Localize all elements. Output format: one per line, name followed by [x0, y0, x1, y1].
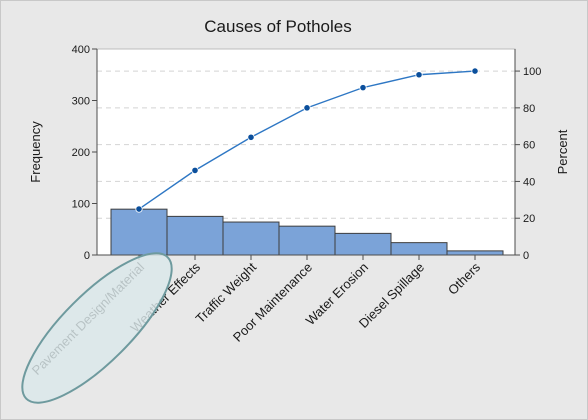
- chart-title: Causes of Potholes: [204, 17, 351, 36]
- right-tick-label: 40: [523, 176, 535, 188]
- cumulative-point-4: [359, 84, 367, 92]
- right-tick-label: 100: [523, 66, 541, 78]
- right-tick-label: 0: [523, 250, 529, 262]
- left-tick-label: 100: [72, 199, 90, 211]
- y-axis-title: Frequency: [28, 121, 43, 183]
- cumulative-point-1: [191, 166, 199, 174]
- cumulative-point-0: [135, 205, 143, 213]
- bar-0: [110, 208, 168, 256]
- left-tick-label: 0: [84, 250, 90, 262]
- bars: [110, 208, 504, 256]
- cumulative-line: [135, 67, 479, 213]
- bar-5: [390, 242, 448, 256]
- bar-6: [446, 250, 504, 256]
- bar-2: [222, 221, 280, 256]
- bar-3: [278, 225, 336, 256]
- category-label: Others: [445, 259, 484, 298]
- bar-1: [166, 215, 224, 256]
- y2-axis-title: Percent: [555, 129, 570, 174]
- left-tick-label: 200: [72, 147, 90, 159]
- cumulative-point-6: [471, 67, 479, 75]
- percent-axis: 0 20 40 60 80 100: [514, 49, 541, 262]
- cumulative-point-2: [247, 133, 255, 141]
- cumulative-point-5: [415, 71, 423, 79]
- cumulative-point-3: [303, 104, 311, 112]
- highlight-ellipse: [21, 252, 173, 404]
- right-tick-label: 20: [523, 213, 535, 225]
- frequency-axis: 0 100 200 300 400: [72, 44, 98, 262]
- right-tick-label: 60: [523, 140, 535, 152]
- right-tick-label: 80: [523, 103, 535, 115]
- bar-4: [334, 232, 392, 256]
- left-tick-label: 300: [72, 96, 90, 108]
- left-tick-label: 400: [72, 44, 90, 56]
